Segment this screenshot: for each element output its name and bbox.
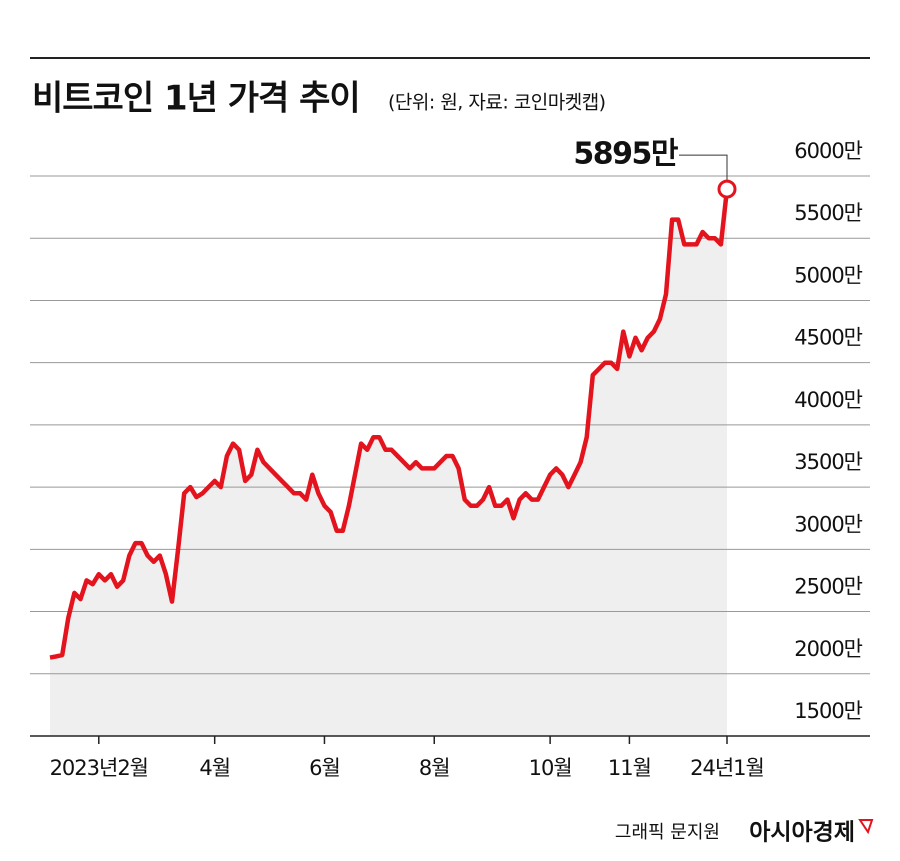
price-line bbox=[49, 188, 730, 660]
x-tick-label: 24년1월 bbox=[690, 756, 764, 780]
area bbox=[50, 189, 727, 737]
brand-logo bbox=[858, 819, 874, 835]
y-tick-label: 1500만 bbox=[794, 699, 862, 723]
x-tick-label: 4월 bbox=[199, 756, 230, 780]
y-tick-label: 5000만 bbox=[794, 263, 862, 287]
y-tick-label: 2000만 bbox=[794, 637, 862, 661]
x-tick-label: 8월 bbox=[419, 756, 450, 780]
brand: 아시아경제 bbox=[749, 820, 855, 846]
y-tick-label: 2500만 bbox=[794, 575, 862, 599]
y-tick-label: 5500만 bbox=[794, 201, 862, 225]
y-tick-label: 6000만 bbox=[794, 139, 862, 163]
plot: 1500만 2000만 2500만 3000만 3500만 4000만 4500만 5000만… bbox=[30, 137, 870, 780]
x-tick-label: 11월 bbox=[608, 756, 651, 780]
end-point bbox=[717, 179, 737, 199]
y-tick-label: 3000만 bbox=[794, 512, 862, 536]
y-tick-label: 3500만 bbox=[794, 450, 862, 474]
x-tick-label: 2023년2월 bbox=[50, 756, 148, 780]
chart-subtitle: (단위: 원, 자료: 코인마켓캡) bbox=[388, 92, 606, 114]
x-tick-label: 10월 bbox=[529, 756, 572, 780]
data-label: 5895만 bbox=[573, 137, 678, 172]
x-tick-label: 6월 bbox=[309, 756, 340, 780]
y-tick-label: 4500만 bbox=[794, 326, 862, 350]
chart-title: 비트코인 1년 가격 추이 bbox=[32, 79, 360, 119]
credit: 그래픽 문지원 bbox=[615, 822, 720, 843]
y-tick-label: 4000만 bbox=[794, 388, 862, 412]
leader-line bbox=[679, 154, 728, 182]
